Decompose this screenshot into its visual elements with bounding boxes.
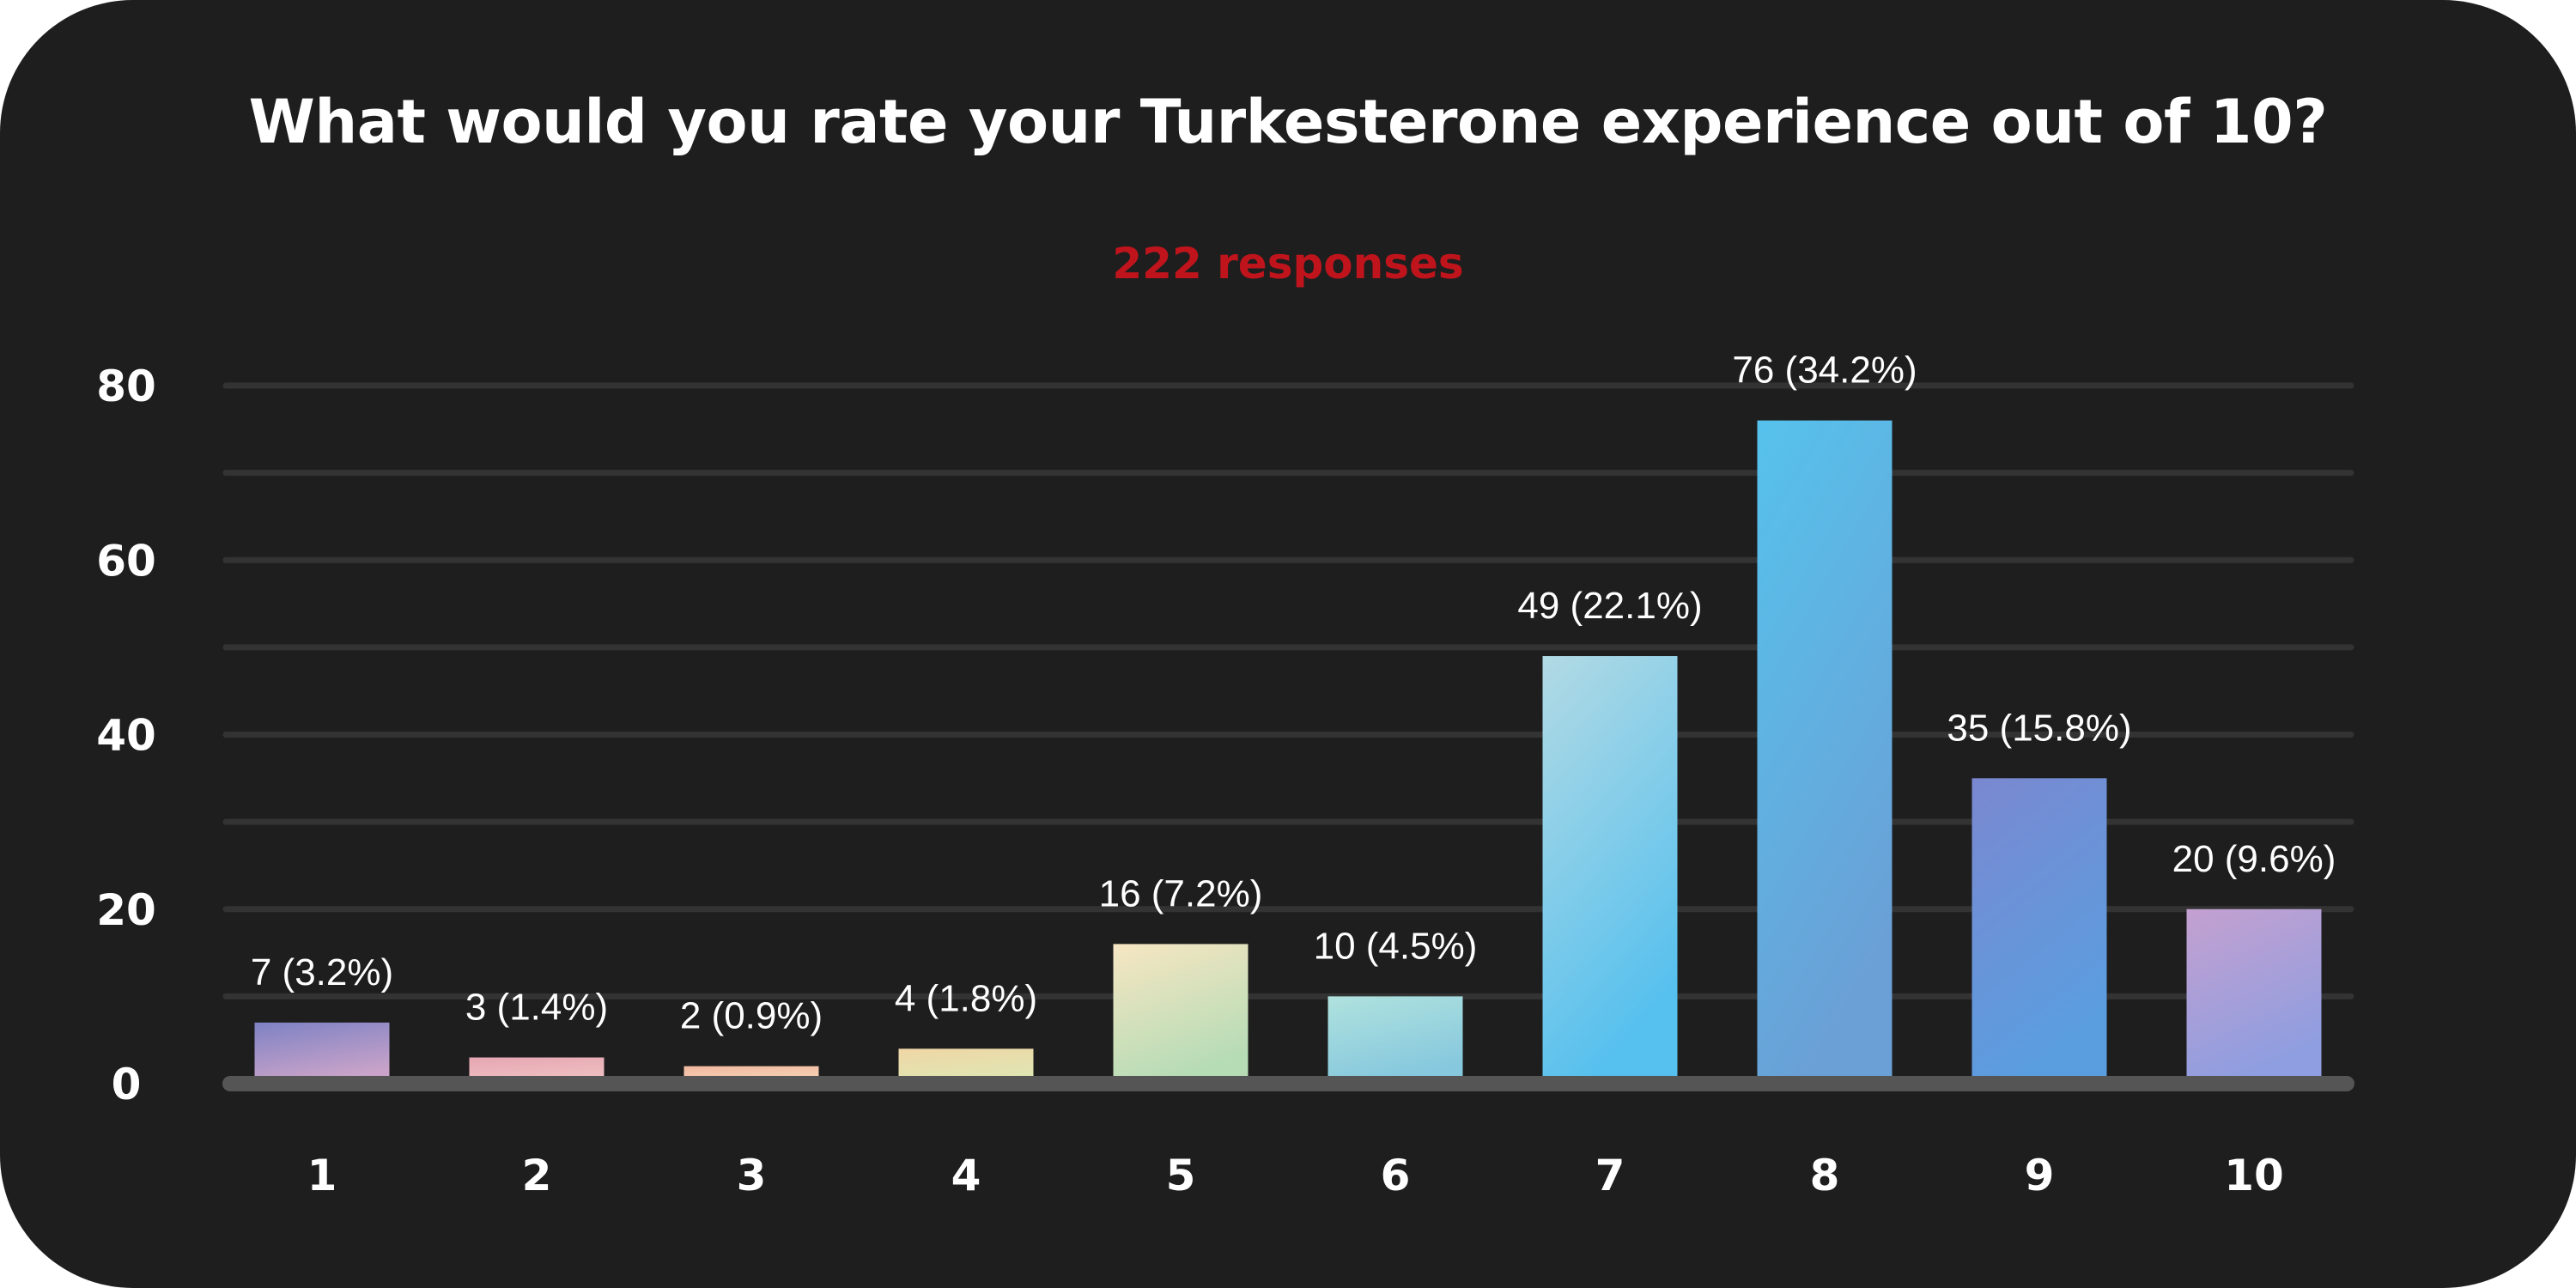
data-label: 16 (7.2%) [1099,872,1263,914]
gridlines [222,382,2354,999]
x-tick-label: 6 [1381,1151,1411,1200]
chart-title: What would you rate your Turkesterone ex… [248,87,2328,157]
x-tick-label: 5 [1166,1151,1196,1200]
data-label: 4 (1.8%) [895,977,1037,1019]
data-label: 35 (15.8%) [1947,707,2131,749]
bar-rating-7 [1542,656,1678,1084]
y-tick-label: 20 [96,885,156,935]
data-label: 76 (34.2%) [1732,349,1917,392]
y-tick-label: 0 [112,1060,142,1109]
y-tick-label: 40 [96,711,156,761]
response-count: 222 responses [1112,239,1464,289]
bar-rating-8 [1757,420,1893,1084]
data-label: 2 (0.9%) [680,995,823,1037]
bar-rating-5 [1113,944,1249,1084]
bars [254,420,2322,1084]
x-tick-label: 9 [2025,1151,2055,1200]
x-tick-label: 2 [522,1151,552,1200]
data-label: 49 (22.1%) [1517,585,1702,627]
x-tick-label: 10 [2224,1151,2284,1200]
data-label: 20 (9.6%) [2172,838,2336,880]
x-tick-label: 7 [1595,1151,1625,1200]
x-tick-label: 8 [1810,1151,1840,1200]
data-label: 3 (1.4%) [465,987,608,1029]
x-tick-label: 4 [951,1151,981,1200]
x-axis-ticks: 1 2 3 4 5 6 7 8 9 10 [307,1151,2284,1200]
bar-rating-6 [1327,996,1463,1084]
x-tick-label: 3 [737,1151,767,1200]
y-tick-label: 60 [96,536,156,586]
bar-rating-9 [1971,778,2107,1084]
data-labels: 7 (3.2%) 3 (1.4%) 2 (0.9%) 4 (1.8%) 16 (7.2%… [251,349,2336,1037]
bar-rating-1 [254,1022,390,1084]
x-tick-label: 1 [307,1151,337,1200]
data-label: 10 (4.5%) [1314,925,1478,967]
y-axis-ticks: 0 20 40 60 80 [96,361,156,1109]
bar-rating-10 [2186,908,2322,1084]
y-tick-label: 80 [96,361,156,411]
data-label: 7 (3.2%) [251,951,393,993]
